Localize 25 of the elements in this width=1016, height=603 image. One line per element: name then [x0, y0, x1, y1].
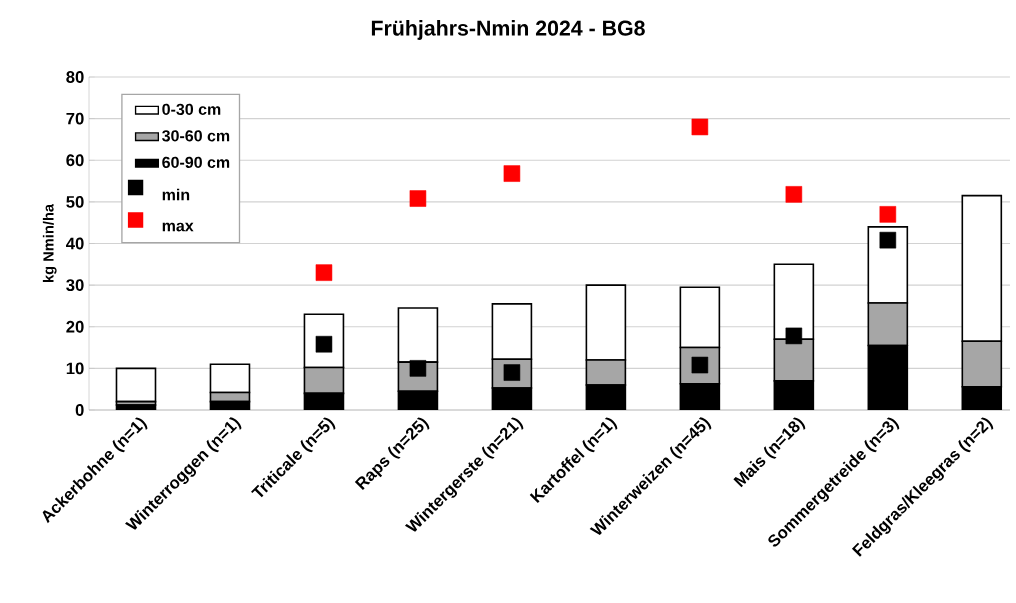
point [879, 206, 897, 223]
point [785, 186, 803, 203]
point [785, 327, 803, 345]
y-tick-label: 80 [66, 71, 84, 83]
legend-label: max [162, 222, 194, 232]
legend-label: min [162, 188, 190, 201]
point [409, 190, 427, 207]
y-axis-title: kg Nmin/ha [42, 203, 57, 282]
y-tick-label: 0 [75, 404, 84, 416]
point [503, 165, 521, 182]
y-tick-label: 40 [66, 237, 84, 250]
legend-label: 60-90 cm [162, 156, 230, 168]
point [879, 231, 897, 249]
y-tick-label: 30 [66, 279, 84, 292]
y-tick-label: 60 [66, 154, 84, 167]
y-tick-label: 50 [66, 195, 84, 208]
y-tick-label: 70 [66, 112, 84, 125]
y-tick-label: 10 [66, 362, 84, 375]
legend-label: 30-60 cm [162, 130, 230, 142]
point [691, 118, 709, 136]
bar [115, 367, 157, 403]
point [315, 264, 333, 281]
legend-label: 0-30 cm [162, 103, 221, 116]
y-tick-label: 20 [66, 320, 84, 333]
chart-title: Frühjahrs-Nmin 2024 - BG8 [371, 20, 645, 40]
